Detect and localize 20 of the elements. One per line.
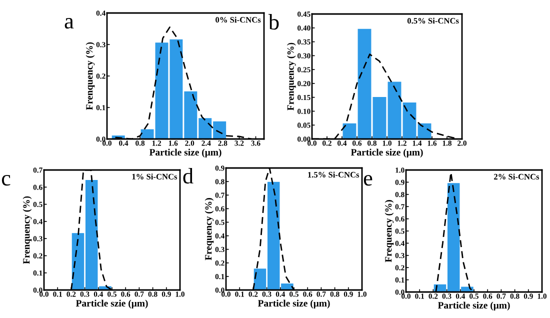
annotation: 2% Si-CNCs: [494, 174, 540, 180]
y-axis-title: Frenquency (%): [287, 42, 296, 110]
chart-title: d: [183, 168, 194, 184]
y-axis-title: Frenquency (%): [22, 196, 32, 264]
chart-title: a: [64, 18, 74, 29]
chart-title: c: [2, 174, 10, 186]
y-axis-title: Frequency (%): [384, 200, 394, 262]
annotation: 1% Si-CNCs: [132, 174, 178, 180]
y-axis-title: Frequency (%): [204, 198, 214, 260]
x-axis-title: Particle szie (μm): [76, 300, 148, 309]
chart-title: e: [364, 174, 372, 186]
x-axis-title: Particle size (μm): [350, 148, 423, 158]
annotation: 0% Si-CNCs: [216, 16, 261, 23]
x-axis-title: Particle size (μm): [149, 148, 222, 158]
y-axis-title: Frenquency (%): [86, 42, 95, 110]
annotation: 0.5% Si-CNCs: [407, 18, 459, 24]
chart-title: b: [268, 14, 279, 30]
x-axis-title: Particle size (μm): [438, 302, 510, 311]
x-axis-title: Particle size (μm): [258, 300, 330, 309]
annotation: 1.5% Si-CNCs: [308, 172, 360, 178]
